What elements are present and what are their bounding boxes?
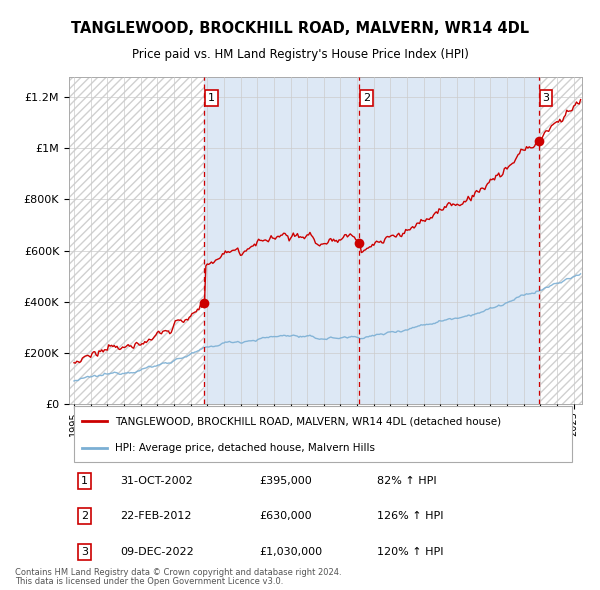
Text: TANGLEWOOD, BROCKHILL ROAD, MALVERN, WR14 4DL: TANGLEWOOD, BROCKHILL ROAD, MALVERN, WR1… [71, 21, 529, 35]
Text: 09-DEC-2022: 09-DEC-2022 [121, 547, 194, 557]
Text: HPI: Average price, detached house, Malvern Hills: HPI: Average price, detached house, Malv… [115, 442, 375, 453]
FancyBboxPatch shape [74, 406, 572, 463]
Bar [205, 77, 539, 404]
Text: 31-OCT-2002: 31-OCT-2002 [121, 476, 193, 486]
Text: 126% ↑ HPI: 126% ↑ HPI [377, 512, 443, 522]
Text: £395,000: £395,000 [259, 476, 311, 486]
Text: £630,000: £630,000 [259, 512, 311, 522]
Text: TANGLEWOOD, BROCKHILL ROAD, MALVERN, WR14 4DL (detached house): TANGLEWOOD, BROCKHILL ROAD, MALVERN, WR1… [115, 416, 501, 426]
Text: Price paid vs. HM Land Registry's House Price Index (HPI): Price paid vs. HM Land Registry's House … [131, 48, 469, 61]
Text: 2: 2 [362, 93, 370, 103]
Text: This data is licensed under the Open Government Licence v3.0.: This data is licensed under the Open Gov… [15, 578, 283, 586]
Text: Contains HM Land Registry data © Crown copyright and database right 2024.: Contains HM Land Registry data © Crown c… [15, 568, 341, 577]
Text: 3: 3 [542, 93, 550, 103]
Text: £1,030,000: £1,030,000 [259, 547, 322, 557]
Text: 2: 2 [81, 512, 88, 522]
Text: 1: 1 [208, 93, 215, 103]
Bar [69, 77, 205, 404]
Text: 22-FEB-2012: 22-FEB-2012 [121, 512, 192, 522]
Bar [539, 77, 582, 404]
Text: 3: 3 [81, 547, 88, 557]
Text: 82% ↑ HPI: 82% ↑ HPI [377, 476, 436, 486]
Text: 1: 1 [81, 476, 88, 486]
Text: 120% ↑ HPI: 120% ↑ HPI [377, 547, 443, 557]
